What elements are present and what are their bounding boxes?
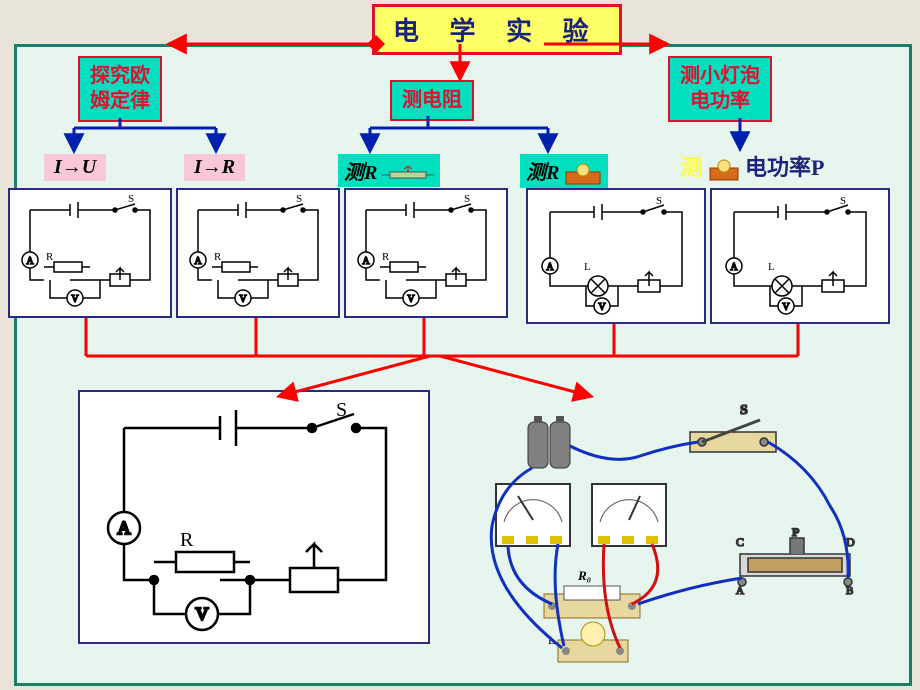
circuit-1: A V S R (8, 188, 172, 318)
svg-text:A: A (362, 256, 370, 267)
cat-left-l2: 姆定律 (90, 90, 150, 112)
sub-measure-r1: 测R (338, 154, 440, 187)
rheostat-icon (382, 166, 434, 182)
svg-text:L: L (584, 261, 591, 273)
svg-text:A: A (118, 518, 131, 538)
svg-text:S: S (740, 403, 748, 418)
sub-iu: I→U (44, 154, 106, 181)
slide-rheostat-icon: C P D A B (736, 525, 855, 597)
svg-text:A: A (730, 262, 738, 273)
circuit-5-svg: A V S L (712, 190, 888, 322)
svg-text:S: S (464, 193, 470, 205)
big-circuit-svg: A V S R (80, 392, 428, 642)
svg-text:R: R (46, 251, 54, 263)
sub-measure-r2: 测R (520, 154, 608, 188)
sub-r2-text: 测R (526, 162, 559, 184)
svg-text:R: R (214, 251, 222, 263)
circuit-2-svg: A V S R (178, 190, 338, 316)
svg-text:A: A (736, 585, 744, 597)
svg-text:S: S (840, 195, 846, 207)
svg-text:S: S (656, 195, 662, 207)
category-center: 测电阻 (390, 80, 474, 121)
svg-text:A: A (546, 262, 554, 273)
svg-text:S: S (336, 399, 347, 421)
big-circuit: A V S R (78, 390, 430, 644)
sub-power: 测 电功率P (680, 150, 824, 182)
title-box: 电 学 实 验 (372, 4, 622, 55)
bulb-board-icon-2 (708, 158, 740, 182)
category-right: 测小灯泡 电功率 (668, 56, 772, 122)
switch-icon: S (690, 403, 776, 452)
svg-text:B: B (846, 585, 853, 597)
svg-text:V: V (407, 294, 415, 305)
sub-ir: I→R (184, 154, 245, 181)
svg-text:V: V (71, 294, 79, 305)
realistic-circuit: S C P D A B (470, 386, 890, 676)
circuit-4-svg: A V S L (528, 190, 704, 322)
svg-text:R: R (180, 529, 194, 551)
svg-text:S: S (296, 193, 302, 205)
sub-power-prefix: 测 (680, 155, 702, 180)
realistic-svg: S C P D A B (470, 386, 890, 676)
cat-left-l1: 探究欧 (90, 65, 150, 87)
svg-text:V: V (782, 302, 790, 313)
category-left: 探究欧 姆定律 (78, 56, 162, 122)
sub-r1-text: 测R (344, 162, 377, 184)
circuit-3-svg: A V S R (346, 190, 506, 316)
svg-text:S: S (128, 193, 134, 205)
svg-text:A: A (194, 256, 202, 267)
svg-text:L: L (768, 261, 775, 273)
circuit-5: A V S L (710, 188, 890, 324)
svg-text:C: C (736, 535, 744, 549)
cat-right-l2: 电功率 (690, 90, 750, 112)
svg-text:V: V (598, 302, 606, 313)
circuit-1-svg: A V S R (10, 190, 170, 316)
ammeter-icon (496, 484, 570, 546)
svg-text:V: V (239, 294, 247, 305)
svg-text:R: R (382, 251, 390, 263)
svg-text:V: V (196, 604, 209, 624)
svg-text:R₀: R₀ (577, 568, 591, 583)
svg-text:P: P (792, 525, 799, 539)
circuit-3: A V S R (344, 188, 508, 318)
voltmeter-icon (592, 484, 666, 546)
bulb-board-icon (564, 162, 602, 186)
cat-right-l1: 测小灯泡 (680, 65, 760, 87)
svg-text:A: A (26, 256, 34, 267)
circuit-2: A V S R (176, 188, 340, 318)
battery-pack-icon (528, 416, 570, 468)
circuit-4: A V S L (526, 188, 706, 324)
sub-power-suffix: 电功率P (745, 155, 824, 180)
